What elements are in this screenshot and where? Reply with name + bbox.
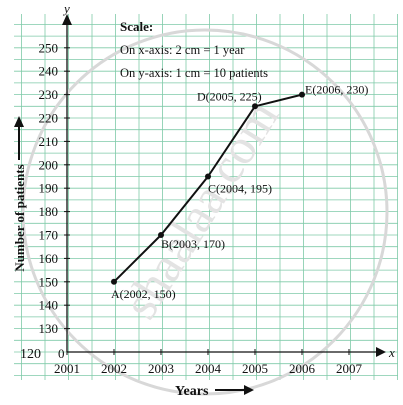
scale-x-line: On x-axis: 2 cm = 1 year: [120, 43, 245, 57]
scale-y-line: On y-axis: 1 cm = 10 patients: [120, 66, 268, 80]
chart-grid: [14, 14, 398, 380]
y-tick-label: 250: [39, 40, 59, 55]
data-point-label: C(2004, 195): [208, 182, 272, 196]
y-axis-arrowhead: [62, 14, 72, 25]
y-axis-title-arrow: [14, 116, 24, 160]
x-tick-label: 2007: [336, 361, 363, 376]
y-tick-label: 190: [39, 181, 59, 196]
chart-tick-labels: 2001 2002 2003 2004 2005 2006 2007 120 130 140 150…: [20, 40, 363, 376]
data-series: A(2002, 150) B(2003, 170) C(2004, 195) D(20…: [111, 83, 368, 301]
y-tick-label: 240: [39, 64, 59, 79]
data-point: [111, 278, 117, 285]
x-tick-label: 2004: [195, 361, 222, 376]
x-axis-name: x: [388, 345, 395, 360]
x-axis-label: Years: [175, 384, 209, 399]
y-tick-label: 200: [39, 157, 59, 172]
data-point-label: D(2005, 225): [197, 89, 262, 103]
x-tick-label: 2006: [289, 361, 316, 376]
data-point: [299, 91, 305, 98]
scale-title: Scale:: [120, 19, 153, 34]
y-tick-label: 130: [39, 321, 59, 336]
watermark-circle: [21, 28, 389, 396]
data-point: [158, 232, 164, 238]
y-tick-label: 140: [39, 298, 59, 313]
data-point-label: E(2006, 230): [305, 83, 368, 97]
y-tick-label: 230: [39, 87, 59, 102]
y-tick-label: 170: [39, 228, 59, 243]
y-tick-label: 180: [39, 204, 59, 219]
x-tick-label: 2002: [101, 361, 127, 376]
axis-titles: Years Number of patients x y 0: [12, 1, 395, 399]
x-tick-label: 2005: [242, 361, 268, 376]
data-point: [252, 103, 258, 110]
x-tick-label: 2003: [148, 361, 174, 376]
y-tick-label: 220: [39, 111, 59, 126]
scale-note: Scale: On x-axis: 2 cm = 1 year On y-axi…: [120, 19, 268, 80]
y-axis-label: Number of patients: [12, 164, 27, 271]
origin-label: 0: [58, 346, 65, 361]
x-axis-arrowhead: [376, 347, 386, 357]
y-tick-label: 120: [20, 347, 41, 362]
data-point-label: B(2003, 170): [161, 237, 225, 251]
y-tick-label: 210: [39, 134, 59, 149]
chart-axes: [62, 14, 386, 357]
data-point-label: A(2002, 150): [111, 287, 176, 301]
data-point: [205, 173, 211, 180]
x-axis-arrow: [215, 385, 254, 395]
y-tick-label: 160: [39, 251, 59, 266]
x-tick-label: 2001: [54, 361, 80, 376]
y-axis-name: y: [62, 1, 70, 16]
y-tick-label: 150: [39, 274, 59, 289]
